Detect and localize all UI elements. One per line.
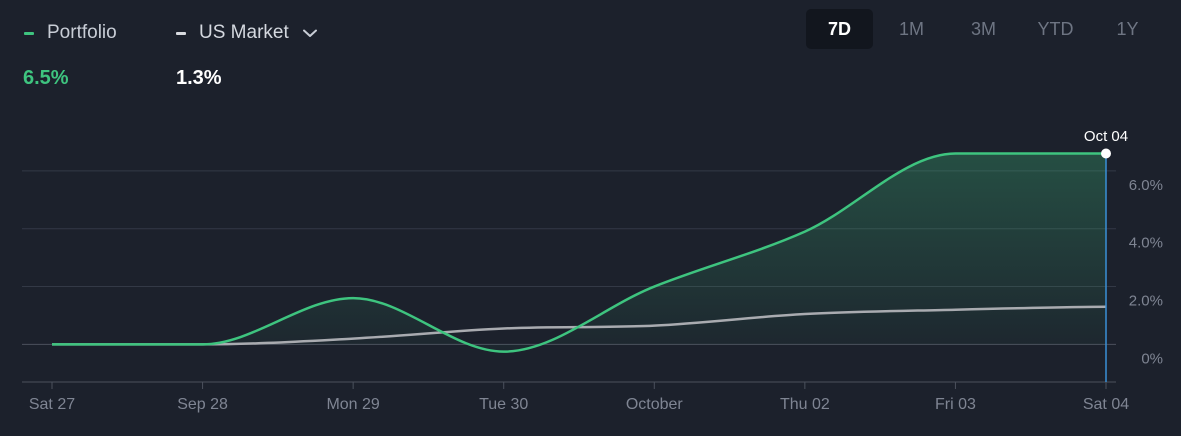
legend-portfolio-label: Portfolio: [47, 22, 117, 43]
x-tick-label: Thu 02: [780, 396, 830, 413]
area-fills: [52, 153, 1106, 352]
range-tabs: 7D 1M 3M YTD 1Y: [806, 9, 1166, 49]
series-lines: [52, 152, 1107, 353]
portfolio-return-value: 6.5%: [23, 67, 69, 89]
y-axis-labels: 0% 2.0% 4.0% 6.0%: [1129, 177, 1163, 368]
range-tab-3m[interactable]: 3M: [970, 18, 996, 39]
x-tick-label: Sat 04: [1083, 396, 1129, 413]
y-tick-label: 6.0%: [1129, 177, 1163, 194]
range-tab-ytd[interactable]: YTD: [1037, 18, 1074, 39]
hover-tooltip: Oct 04: [1084, 128, 1128, 382]
portfolio-color-swatch: [24, 31, 34, 35]
y-tick-label: 4.0%: [1129, 235, 1163, 252]
x-tick-label: Sat 27: [29, 396, 75, 413]
chevron-down-icon[interactable]: [302, 29, 317, 38]
x-axis: Sat 27 Sep 28 Mon 29 Tue 30 October Thu 02 Fri…: [22, 381, 1129, 413]
x-tick-label: October: [626, 396, 684, 413]
market-return-value: 1.3%: [176, 67, 222, 89]
y-tick-label: 2.0%: [1129, 293, 1163, 310]
legend-portfolio[interactable]: Portfolio: [24, 22, 117, 44]
range-tab-1m[interactable]: 1M: [898, 18, 924, 39]
x-tick-label: Fri 03: [935, 396, 976, 413]
x-tick-label: Tue 30: [479, 396, 528, 413]
portfolio-area: [52, 153, 1106, 352]
tooltip-date-label: Oct 04: [1084, 128, 1128, 145]
range-tab-1y[interactable]: 1Y: [1116, 18, 1139, 39]
range-tab-7d[interactable]: 7D: [806, 9, 873, 49]
hover-point-marker[interactable]: [1101, 148, 1111, 159]
series-line-portfolio: [52, 152, 1106, 353]
x-tick-label: Sep 28: [177, 396, 228, 413]
y-tick-label: 0%: [1141, 350, 1163, 367]
legend-market-selector[interactable]: US Market: [176, 22, 317, 44]
legend-market-label: US Market: [199, 22, 289, 43]
market-color-swatch: [176, 31, 186, 35]
x-tick-label: Mon 29: [326, 396, 379, 413]
